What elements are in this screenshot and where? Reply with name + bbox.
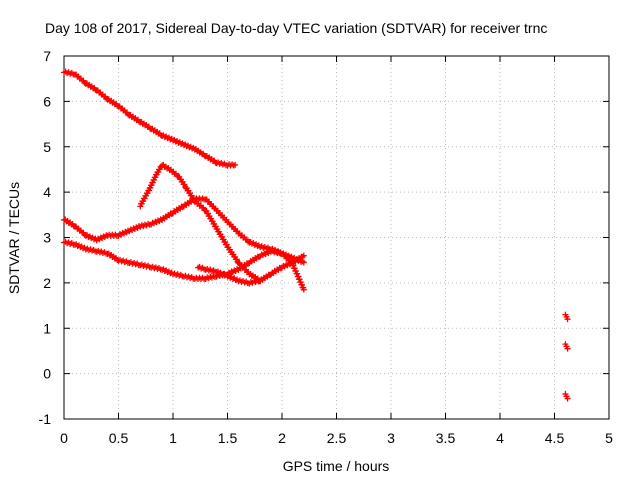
axis-ticks — [63, 55, 610, 420]
x-tick-label: 4.5 — [545, 430, 565, 446]
chart-title: Day 108 of 2017, Sidereal Day-to-day VTE… — [45, 20, 547, 36]
x-tick-label: 1 — [169, 430, 177, 446]
data-marks — [61, 68, 571, 402]
data-point — [564, 395, 571, 402]
series-track-c — [61, 195, 307, 293]
data-point — [232, 161, 239, 168]
series-track-f — [562, 311, 571, 402]
y-tick-label: -1 — [39, 411, 52, 427]
y-tick-labels: -1 0 1 2 3 4 5 6 7 — [39, 48, 52, 427]
x-tick-label: 3 — [387, 430, 395, 446]
data-point — [300, 252, 307, 259]
y-tick-label: 7 — [43, 48, 51, 64]
grid — [64, 56, 609, 419]
x-tick-label: 2 — [278, 430, 286, 446]
x-tick-label: 0 — [60, 430, 68, 446]
y-tick-label: 0 — [43, 366, 51, 382]
y-tick-label: 4 — [43, 184, 51, 200]
x-tick-label: 5 — [605, 430, 613, 446]
x-tick-label: 1.5 — [218, 430, 238, 446]
x-tick-label: 4 — [496, 430, 504, 446]
x-tick-label: 2.5 — [327, 430, 347, 446]
x-axis-label: GPS time / hours — [283, 458, 390, 474]
series-track-a — [61, 68, 239, 169]
y-tick-label: 2 — [43, 275, 51, 291]
y-tick-label: 6 — [43, 93, 51, 109]
data-point — [564, 316, 571, 323]
y-axis-label: SDTVAR / TECUs — [6, 182, 22, 294]
x-tick-labels: 0 0.5 1 1.5 2 2.5 3 3.5 4 4.5 5 — [60, 430, 613, 446]
y-tick-label: 3 — [43, 230, 51, 246]
y-tick-label: 5 — [43, 139, 51, 155]
x-tick-label: 0.5 — [109, 430, 129, 446]
data-point — [564, 345, 571, 352]
y-tick-label: 1 — [43, 320, 51, 336]
data-point — [300, 259, 307, 266]
series-track-b — [137, 162, 264, 284]
x-tick-label: 3.5 — [436, 430, 456, 446]
data-point — [300, 286, 307, 293]
series-track-e — [195, 252, 307, 287]
